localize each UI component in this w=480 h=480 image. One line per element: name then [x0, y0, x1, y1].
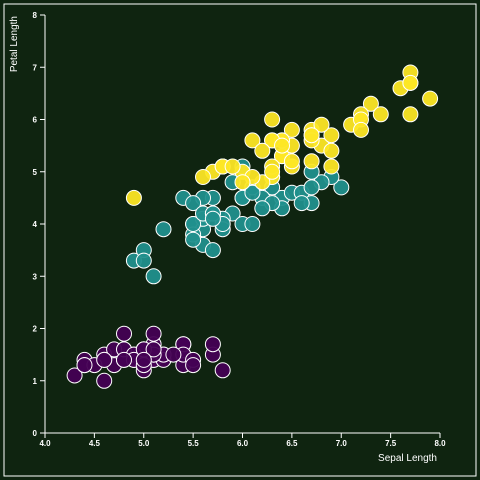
data-point-series-1 — [165, 346, 182, 363]
data-point-series-2 — [303, 179, 320, 196]
data-point-series-3 — [195, 169, 211, 185]
data-point-series-2 — [155, 221, 172, 238]
data-point-series-3 — [402, 106, 419, 123]
data-point-series-1 — [135, 351, 152, 368]
y-tick-label: 7 — [33, 63, 38, 72]
data-point-series-3 — [323, 127, 340, 144]
x-tick-label: 7.5 — [385, 439, 397, 448]
data-point-series-2 — [185, 231, 202, 248]
x-tick-label: 6.0 — [237, 439, 249, 448]
y-tick-label: 5 — [33, 168, 38, 177]
data-point-series-2 — [135, 252, 152, 269]
data-point-series-3 — [372, 106, 389, 123]
x-tick-label: 7.0 — [336, 439, 348, 448]
y-tick-label: 3 — [33, 272, 38, 281]
x-tick-label: 5.5 — [188, 439, 200, 448]
data-point-series-3 — [402, 74, 419, 91]
data-point-series-1 — [116, 325, 132, 342]
plot-frame — [3, 3, 477, 477]
data-point-series-3 — [353, 121, 369, 138]
data-point-series-2 — [333, 179, 350, 196]
data-point-series-2 — [185, 195, 202, 212]
data-point-series-1 — [204, 336, 221, 353]
data-point-series-1 — [66, 367, 83, 384]
data-point-series-3 — [125, 189, 142, 206]
data-point-series-1 — [145, 325, 162, 342]
data-point-series-2 — [244, 184, 261, 201]
data-point-series-3 — [254, 142, 271, 159]
y-tick-label: 0 — [33, 429, 38, 438]
data-point-series-3 — [323, 142, 340, 159]
data-point-series-3 — [362, 95, 379, 112]
y-tick-label: 2 — [33, 325, 38, 334]
x-tick-label: 6.5 — [286, 439, 298, 448]
data-point-series-3 — [283, 121, 300, 138]
data-point-series-1 — [96, 351, 113, 368]
x-tick-label: 8.0 — [434, 439, 446, 448]
data-point-series-3 — [422, 90, 439, 107]
data-point-series-2 — [204, 242, 221, 259]
data-point-series-2 — [204, 210, 221, 227]
data-point-series-1 — [185, 357, 202, 374]
data-point-series-3 — [234, 174, 251, 191]
y-tick-label: 8 — [33, 11, 38, 20]
data-point-series-1 — [116, 351, 132, 368]
data-point-series-3 — [303, 127, 320, 144]
data-point-series-1 — [76, 357, 93, 374]
data-point-series-3 — [244, 132, 261, 149]
data-point-series-3 — [274, 137, 290, 154]
y-axis-ticks: 0 1 2 3 4 5 6 7 8 — [33, 11, 45, 438]
data-point-series-2 — [254, 200, 271, 217]
data-point-series-1 — [145, 341, 162, 358]
data-point-series-3 — [264, 111, 281, 128]
x-tick-label: 5.0 — [138, 439, 150, 448]
data-point-series-3 — [283, 153, 300, 170]
y-axis-label: Petal Length — [9, 16, 20, 72]
data-point-series-2 — [293, 195, 310, 212]
data-point-series-3 — [264, 163, 281, 180]
x-axis-ticks: 4.0 4.5 5.0 5.5 6.0 6.5 7.0 7.5 8.0 — [39, 433, 446, 448]
x-axis-label: Sepal Length — [378, 453, 437, 464]
data-point-series-1 — [96, 372, 113, 389]
x-tick-label: 4.5 — [89, 439, 101, 448]
data-points — [66, 64, 439, 389]
y-tick-label: 6 — [33, 116, 38, 125]
x-tick-label: 4.0 — [39, 439, 51, 448]
data-point-series-3 — [313, 116, 330, 133]
data-point-series-3 — [303, 153, 320, 170]
data-point-series-2 — [185, 216, 202, 232]
y-tick-label: 1 — [33, 377, 38, 386]
data-point-series-3 — [323, 158, 340, 175]
data-point-series-3 — [224, 158, 241, 175]
data-point-series-2 — [145, 268, 162, 285]
data-point-series-2 — [244, 216, 261, 232]
data-point-series-1 — [214, 362, 231, 379]
y-tick-label: 4 — [33, 220, 38, 229]
